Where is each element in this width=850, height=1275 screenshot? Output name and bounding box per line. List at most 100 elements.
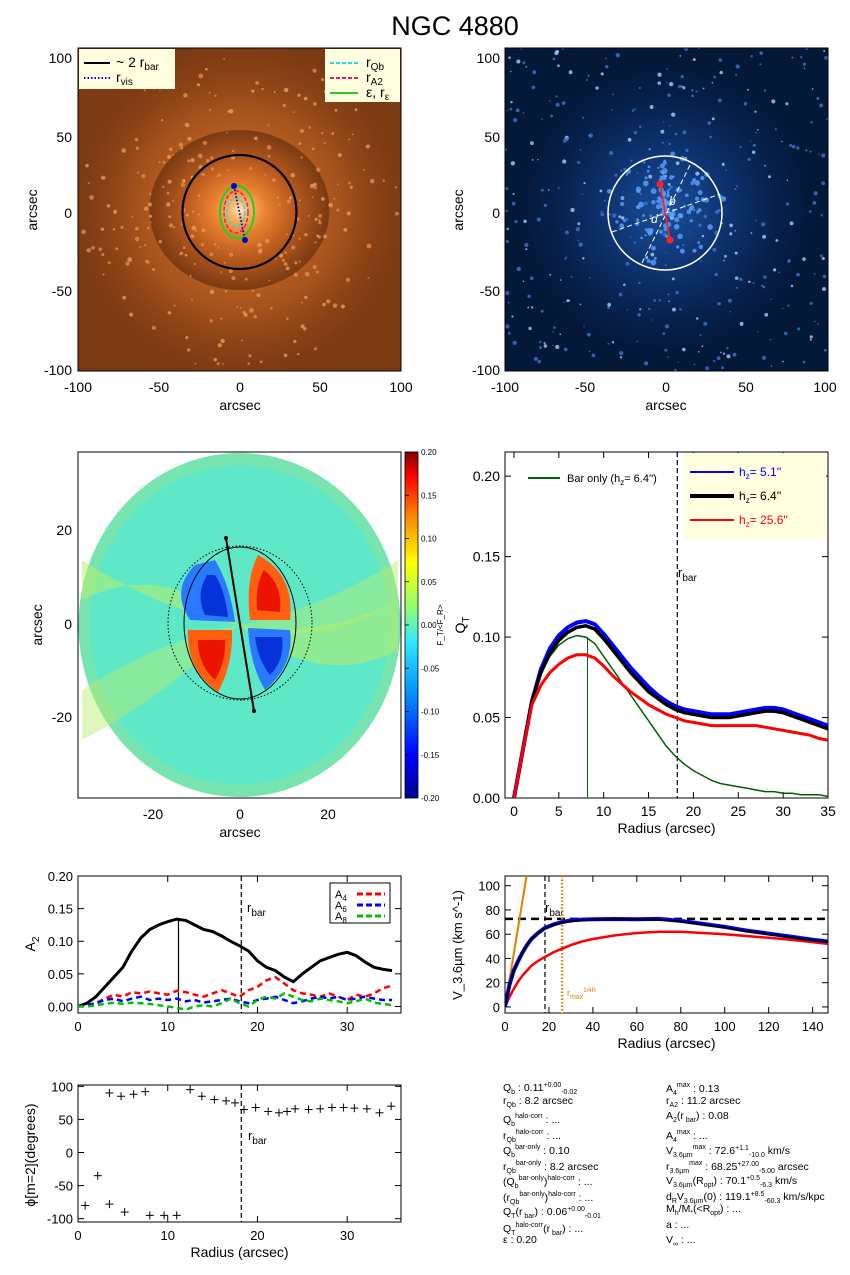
x-tick-label: 80 — [674, 1019, 688, 1034]
star-dot — [787, 259, 791, 263]
star-dot — [679, 307, 682, 311]
bright-dot — [642, 180, 649, 187]
bright-dot — [673, 224, 680, 230]
star-dot — [665, 252, 667, 254]
colorbar-label: F_T/<F_R> — [436, 604, 445, 645]
star-dot — [752, 282, 755, 285]
noise-dot — [314, 241, 317, 244]
star-dot — [699, 334, 702, 336]
noise-dot — [217, 173, 221, 177]
star-dot — [577, 239, 580, 242]
star-dot — [821, 153, 826, 158]
x-tick-label: 30 — [775, 803, 791, 819]
star-dot — [724, 254, 727, 258]
param-part: Qb — [506, 1136, 516, 1144]
star-dot — [626, 309, 629, 311]
param-part: ) : 70.1 — [713, 1175, 747, 1187]
noise-dot — [252, 289, 255, 292]
star-dot — [819, 103, 824, 108]
star-dot — [802, 360, 806, 364]
noise-dot — [127, 257, 133, 262]
y-axis-label: V_3.6µm (km s^-1) — [450, 890, 465, 1000]
star-dot — [625, 217, 629, 221]
star-dot — [532, 70, 537, 75]
noise-dot — [228, 268, 233, 274]
noise-dot — [220, 338, 225, 344]
p3-xtick: 20 — [320, 806, 336, 822]
y-tick-label: -100 — [47, 1212, 73, 1227]
star-dot — [614, 173, 618, 177]
star-dot — [675, 291, 679, 295]
star-dot — [697, 351, 700, 353]
bright-dot — [635, 205, 639, 209]
noise-dot — [308, 126, 312, 129]
noise-dot — [91, 246, 95, 250]
star-dot — [739, 277, 743, 281]
series-A2 — [77, 917, 393, 1008]
noise-dot — [213, 357, 218, 362]
x-axis-label: Radius (arcsec) — [190, 1244, 288, 1260]
noise-dot — [201, 228, 206, 233]
rbar-label: rbar — [678, 565, 697, 584]
noise-dot — [299, 129, 304, 134]
noise-dot — [197, 213, 200, 216]
noise-dot — [318, 213, 323, 218]
noise-dot — [265, 238, 270, 243]
bright-dot — [644, 176, 648, 180]
noise-dot — [346, 211, 351, 216]
star-dot — [533, 356, 538, 361]
noise-dot — [166, 191, 170, 195]
star-dot — [582, 116, 585, 119]
data-point — [160, 1211, 169, 1220]
star-dot — [579, 303, 582, 306]
angle-label-d: d — [651, 212, 658, 226]
bright-dot — [677, 233, 683, 240]
star-dot — [668, 142, 671, 146]
y-tick-label: 0.20 — [473, 468, 500, 484]
noise-dot — [268, 279, 271, 282]
noise-dot — [162, 161, 166, 164]
star-dot — [816, 96, 820, 101]
noise-dot — [196, 83, 200, 87]
star-dot — [662, 332, 666, 335]
noise-dot — [248, 354, 252, 358]
noise-dot — [168, 215, 172, 219]
data-point — [316, 1104, 325, 1113]
p1-ytick: 0 — [64, 205, 72, 221]
star-dot — [577, 160, 581, 165]
param-part: ε : 0.20 — [503, 1234, 537, 1246]
star-dot — [653, 299, 656, 302]
p2-xtick: -50 — [575, 379, 595, 395]
star-dot — [583, 325, 585, 328]
bright-dot — [636, 189, 641, 194]
p3-xlabel: arcsec — [219, 824, 260, 840]
x-tick-label: 5 — [555, 803, 563, 819]
noise-dot — [244, 277, 248, 281]
noise-dot — [366, 243, 372, 249]
noise-dot — [297, 352, 300, 356]
series-black — [505, 918, 828, 1008]
star-dot — [595, 86, 599, 90]
params-left-column: Qb : 0.11+0.00-0.02 rQb : 8.2 arcsec Qbhal… — [503, 1078, 601, 1249]
noise-dot — [89, 195, 94, 200]
noise-dot — [229, 252, 234, 257]
star-dot — [555, 95, 558, 98]
star-dot — [510, 100, 513, 104]
param-part: ) : ... — [562, 1222, 584, 1235]
p1-ytick: 100 — [49, 50, 73, 66]
p3-ytick: -20 — [52, 709, 72, 725]
noise-dot — [332, 303, 338, 308]
noise-dot — [301, 301, 304, 304]
noise-dot — [323, 234, 327, 239]
param-row: a : ... — [666, 1218, 825, 1234]
noise-dot — [200, 243, 205, 247]
star-dot — [639, 308, 642, 311]
star-dot — [703, 321, 708, 326]
param-row: A4max : 0.13 — [666, 1078, 825, 1097]
x-tick-label: 20 — [250, 1228, 264, 1243]
noise-dot — [115, 247, 119, 251]
data-point — [105, 1088, 114, 1097]
star-dot — [820, 214, 823, 217]
x-tick-label: 40 — [586, 1019, 600, 1034]
star-dot — [565, 256, 568, 259]
